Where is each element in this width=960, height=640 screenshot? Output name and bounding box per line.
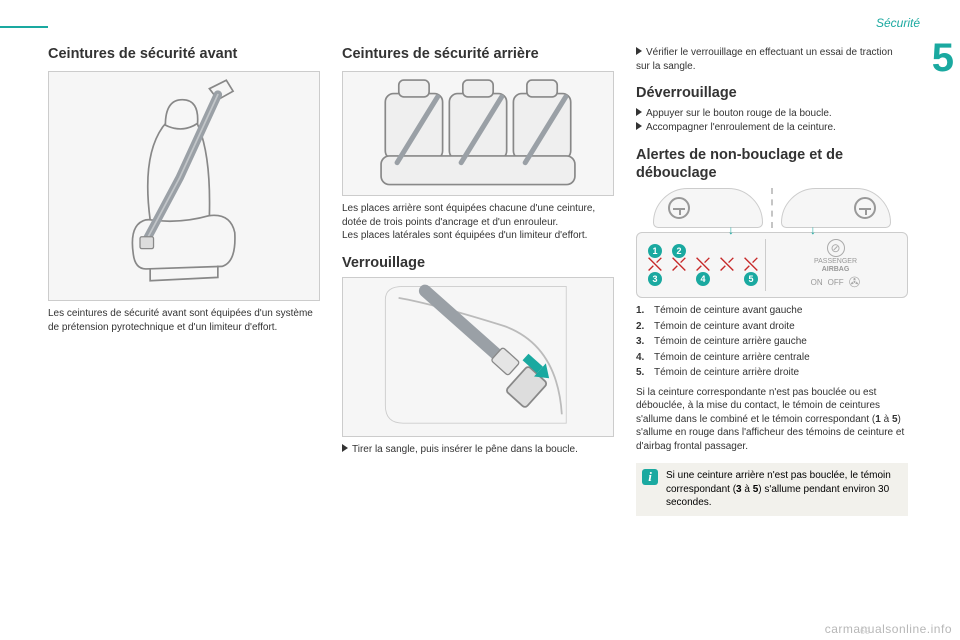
legend-4: 4.Témoin de ceinture arrière centrale — [636, 351, 908, 365]
bullet-arrow-icon — [342, 444, 348, 452]
airbag-off-icon: ⊘ — [827, 239, 845, 257]
arrow-down-icon: ↓ — [810, 223, 816, 237]
column-2: Ceintures de sécurité arrière — [342, 46, 614, 516]
rear-seats-svg — [353, 75, 603, 193]
legend-1: 1.Témoin de ceinture avant gauche — [636, 304, 908, 318]
tag-4: 4 — [696, 272, 710, 286]
content-columns: Ceintures de sécurité avant Les ceint — [48, 46, 908, 516]
dashboard-row: ↓ ↓ — [636, 188, 908, 228]
legend-2: 2.Témoin de ceinture avant droite — [636, 320, 908, 334]
passenger-label: PASSENGER — [814, 258, 857, 265]
airbag-on-off: ON OFF ✇ — [811, 274, 861, 291]
airbag-panel: ⊘ PASSENGER AIRBAG ON OFF ✇ — [765, 239, 899, 291]
airbag-label: AIRBAG — [822, 266, 850, 273]
seatbelt-figure-icon: ⛌ — [672, 255, 687, 275]
watermark: carmanualsonline.info — [825, 622, 952, 636]
info-box: i Si une ceinture arrière n'est pas bouc… — [636, 463, 908, 516]
chapter-number: 5 — [932, 36, 954, 81]
verify-lock-text: Vérifier le verrouillage en effectuant u… — [636, 46, 908, 73]
unlock-step-2: Accompagner l'enroulement de la ceinture… — [636, 121, 908, 135]
bullet-arrow-icon — [636, 47, 642, 55]
dashboard-left: ↓ — [653, 188, 763, 228]
unlock-step-1: Appuyer sur le bouton rouge de la boucle… — [636, 107, 908, 121]
rear-belts-text-2: Les places latérales sont équipées d'un … — [342, 229, 614, 243]
rear-belts-text-1: Les places arrière sont équipées chacune… — [342, 202, 614, 229]
seat-indicator-5: ⛌ 5 — [741, 252, 761, 278]
dashboard-right: ↓ — [781, 188, 891, 228]
buckle-svg — [373, 282, 583, 432]
bullet-arrow-icon — [636, 122, 642, 130]
seat-indicator-2: ⛌ 2 — [669, 252, 689, 278]
airbag-person-icon: ✇ — [849, 274, 861, 291]
rear-seat-illustration — [342, 71, 614, 196]
warning-diagram: ↓ ↓ ⛌ 1 3 ⛌ 2 ⛌ — [636, 188, 908, 298]
front-belts-text: Les ceintures de sécurité avant sont équ… — [48, 307, 320, 334]
tag-5: 5 — [744, 272, 758, 286]
legend-5: 5.Témoin de ceinture arrière droite — [636, 366, 908, 380]
airbag-off: OFF — [828, 278, 844, 287]
steering-wheel-icon — [854, 197, 876, 219]
column-1: Ceintures de sécurité avant Les ceint — [48, 46, 320, 516]
bullet-arrow-icon — [636, 108, 642, 116]
legend-3: 3.Témoin de ceinture arrière gauche — [636, 335, 908, 349]
seatbelt-figure-icon: ⛌ — [720, 255, 735, 275]
arrow-down-icon: ↓ — [728, 223, 734, 237]
locking-heading: Verrouillage — [342, 255, 614, 271]
column-3: Vérifier le verrouillage en effectuant u… — [636, 46, 908, 516]
indicator-panel: ⛌ 1 3 ⛌ 2 ⛌ 4 ⛌ ⛌ 5 — [636, 232, 908, 298]
dashboard-separator — [771, 188, 773, 228]
accent-bar — [0, 26, 48, 28]
alerts-paragraph: Si la ceinture correspondante n'est pas … — [636, 386, 908, 454]
seat-indicator-3: ⛌ 4 — [693, 252, 713, 278]
steering-wheel-icon — [668, 197, 690, 219]
info-icon: i — [642, 469, 658, 485]
locking-text: Tirer la sangle, puis insérer le pêne da… — [342, 443, 614, 457]
front-belts-heading: Ceintures de sécurité avant — [48, 46, 320, 63]
section-name: Sécurité — [876, 16, 920, 30]
rear-belts-heading: Ceintures de sécurité arrière — [342, 46, 614, 63]
indicator-legend: 1.Témoin de ceinture avant gauche 2.Témo… — [636, 304, 908, 380]
airbag-on: ON — [811, 278, 823, 287]
seat-front-svg — [94, 76, 274, 296]
front-seat-illustration — [48, 71, 320, 301]
seat-indicator-1: ⛌ 1 3 — [645, 252, 665, 278]
unlocking-heading: Déverrouillage — [636, 85, 908, 101]
alerts-heading: Alertes de non-bouclage et de débouclage — [636, 146, 908, 182]
tag-3: 3 — [648, 272, 662, 286]
seat-indicator-4: ⛌ — [717, 252, 737, 278]
locking-illustration — [342, 277, 614, 437]
